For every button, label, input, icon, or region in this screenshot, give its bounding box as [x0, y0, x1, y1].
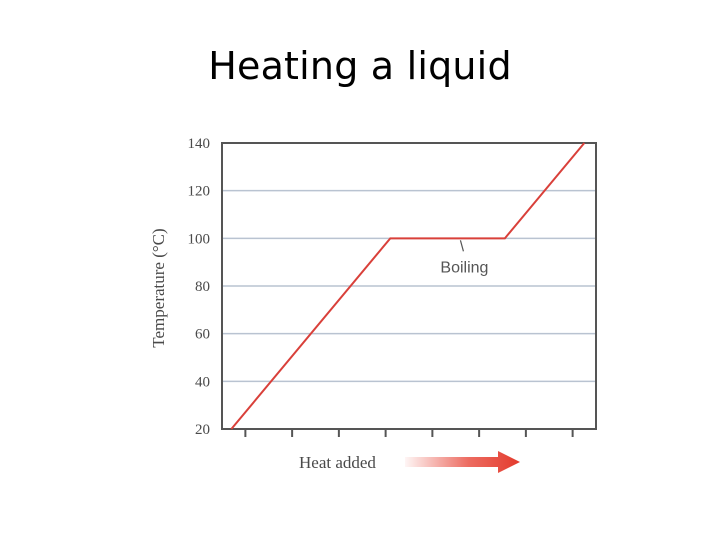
y-axis-label: Temperature (°C): [149, 228, 168, 347]
slide-title: Heating a liquid: [208, 44, 512, 88]
series-line: [230, 142, 586, 430]
y-tick-labels: 20 40 60 80 100 120 140: [188, 136, 211, 438]
y-tick-label: 100: [188, 231, 211, 247]
series-layer: [230, 142, 586, 430]
y-tick-label: 120: [188, 184, 211, 200]
x-axis-label: Heat added: [299, 453, 376, 472]
y-tick-label: 60: [195, 327, 210, 343]
x-tick-marks: [244, 429, 574, 437]
plot-frame: [221, 142, 597, 430]
heat-arrow-icon: [405, 451, 520, 473]
annotation-layer: Boiling: [440, 240, 488, 276]
annotation-leader: [459, 240, 465, 252]
grid-lines: [222, 189, 596, 383]
y-tick-label: 80: [195, 279, 210, 295]
y-tick-label: 140: [188, 136, 211, 152]
y-tick-label: 40: [195, 374, 210, 390]
annotation-label: Boiling: [440, 259, 488, 276]
y-tick-label: 20: [195, 422, 210, 438]
